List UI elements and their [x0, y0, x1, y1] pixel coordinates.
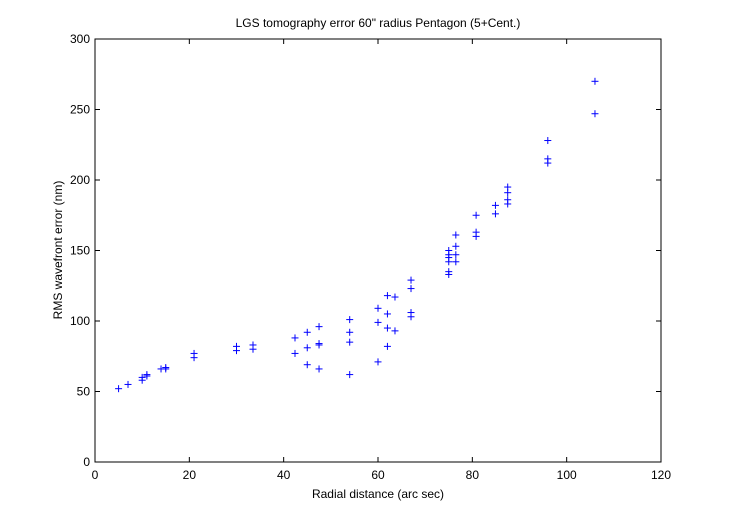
- data-point: [472, 211, 480, 219]
- data-point: [346, 338, 354, 346]
- data-point: [162, 365, 170, 373]
- x-tick-label: 40: [277, 468, 291, 482]
- data-point: [472, 228, 480, 236]
- data-point: [407, 285, 415, 293]
- data-point: [303, 361, 311, 369]
- data-point: [303, 328, 311, 336]
- y-axis-title: RMS wavefront error (nm): [51, 181, 65, 320]
- x-tick-label: 0: [92, 468, 99, 482]
- data-series: [115, 77, 599, 393]
- data-point: [504, 196, 512, 204]
- y-tick-label: 50: [77, 385, 91, 399]
- data-point: [407, 276, 415, 284]
- data-point: [391, 293, 399, 301]
- data-point: [504, 183, 512, 191]
- data-point: [115, 385, 123, 393]
- y-axis: 0 50 100 150 200 250 300: [70, 32, 661, 469]
- data-point: [124, 380, 132, 388]
- y-tick-label: 100: [70, 314, 90, 328]
- data-point: [346, 328, 354, 336]
- data-point: [374, 318, 382, 326]
- data-point: [383, 292, 391, 300]
- y-tick-label: 200: [70, 173, 90, 187]
- y-tick-label: 0: [83, 455, 90, 469]
- data-point: [291, 334, 299, 342]
- data-point: [544, 155, 552, 163]
- data-point: [452, 258, 460, 266]
- data-point: [491, 210, 499, 218]
- data-point: [383, 324, 391, 332]
- data-point: [452, 231, 460, 239]
- data-point: [291, 349, 299, 357]
- x-tick-label: 120: [651, 468, 671, 482]
- data-point: [138, 373, 146, 381]
- data-point: [544, 137, 552, 145]
- y-tick-label: 250: [70, 103, 90, 117]
- data-point: [452, 242, 460, 250]
- data-point: [346, 316, 354, 324]
- data-point: [233, 342, 240, 350]
- data-point: [315, 365, 323, 373]
- x-tick-label: 100: [557, 468, 577, 482]
- data-point: [445, 268, 453, 276]
- plot-frame: [94, 38, 662, 463]
- data-point: [591, 110, 599, 118]
- data-point: [383, 342, 391, 350]
- data-point: [383, 310, 391, 318]
- data-point: [374, 358, 382, 366]
- data-point: [445, 247, 453, 254]
- y-tick-label: 300: [70, 32, 90, 46]
- data-point: [315, 323, 323, 331]
- x-tick-label: 80: [466, 468, 480, 482]
- data-point: [315, 340, 323, 348]
- chart-title: LGS tomography error 60" radius Pentagon…: [236, 16, 521, 30]
- data-point: [190, 354, 198, 362]
- data-point: [407, 309, 415, 317]
- data-point: [391, 327, 399, 335]
- data-point: [374, 304, 382, 312]
- x-tick-label: 60: [371, 468, 385, 482]
- x-axis: 0 20 40 60 80 100 120: [92, 39, 671, 482]
- data-point: [346, 371, 354, 379]
- data-point: [591, 77, 599, 85]
- data-point: [143, 371, 151, 379]
- data-point: [303, 344, 311, 352]
- x-axis-title: Radial distance (arc sec): [312, 487, 444, 501]
- data-point: [452, 251, 460, 259]
- x-tick-label: 20: [183, 468, 197, 482]
- data-point: [491, 201, 499, 209]
- data-point: [249, 341, 257, 349]
- y-tick-label: 150: [70, 244, 90, 258]
